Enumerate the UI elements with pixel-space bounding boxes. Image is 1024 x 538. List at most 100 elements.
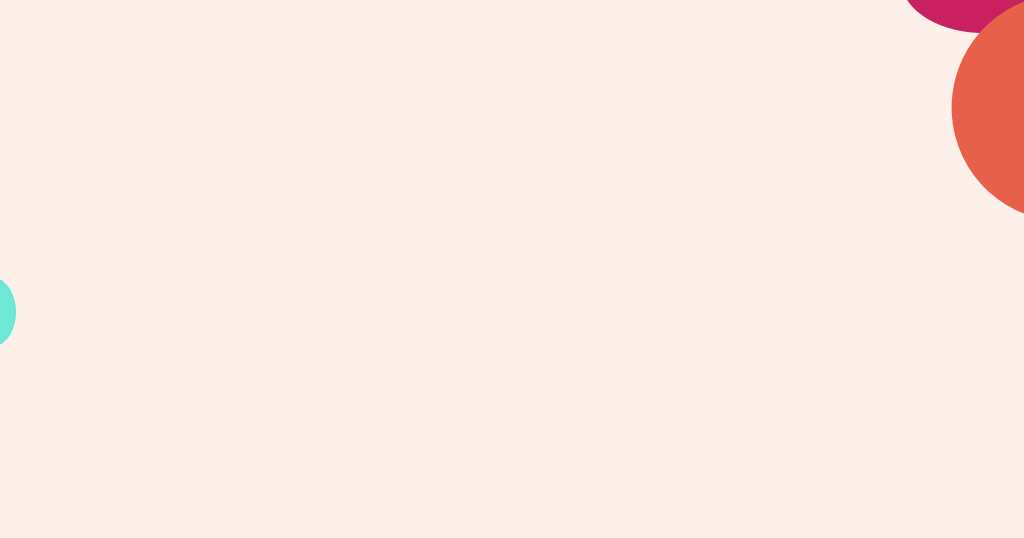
Bar bbox=[224, 200, 272, 237]
Bar bbox=[137, 218, 184, 222]
Bar bbox=[573, 278, 621, 284]
Bar bbox=[311, 200, 359, 209]
Ellipse shape bbox=[952, 0, 1024, 221]
Bar bbox=[485, 387, 534, 468]
Bar bbox=[573, 206, 621, 240]
Bar bbox=[311, 156, 359, 200]
Bar bbox=[311, 340, 359, 356]
Bar bbox=[311, 209, 359, 253]
Bar bbox=[311, 337, 359, 340]
Bar bbox=[655, 77, 680, 100]
Bar bbox=[224, 293, 272, 324]
Bar bbox=[573, 240, 621, 243]
Bar bbox=[398, 281, 446, 290]
Bar bbox=[137, 190, 184, 218]
Bar bbox=[398, 309, 446, 315]
Bar bbox=[224, 324, 272, 328]
Bar bbox=[573, 194, 621, 206]
Bar bbox=[224, 250, 272, 274]
Bar bbox=[137, 256, 184, 262]
Ellipse shape bbox=[0, 277, 15, 347]
Bar bbox=[573, 331, 621, 350]
Bar bbox=[485, 306, 534, 321]
Bar bbox=[573, 296, 621, 328]
Bar bbox=[398, 225, 446, 278]
Bar bbox=[655, 40, 680, 63]
Bar bbox=[224, 328, 272, 352]
Bar bbox=[573, 253, 621, 278]
Bar bbox=[224, 281, 272, 293]
Bar bbox=[224, 352, 272, 468]
Bar bbox=[655, 262, 680, 285]
Bar bbox=[311, 287, 359, 293]
Bar bbox=[573, 328, 621, 331]
Y-axis label: % of memberships terminated with in 90 days of
starting for each generation: % of memberships terminated with in 90 d… bbox=[44, 185, 67, 440]
Bar bbox=[485, 300, 534, 306]
Bar bbox=[398, 156, 446, 206]
Bar bbox=[311, 253, 359, 256]
Text: Source: Xplor Gym Membership Sales Research 2024: Source: Xplor Gym Membership Sales Resea… bbox=[716, 517, 993, 527]
Bar bbox=[655, 336, 680, 358]
Bar bbox=[398, 315, 446, 328]
Bar bbox=[655, 299, 680, 322]
Bar bbox=[655, 151, 680, 174]
Bar bbox=[137, 309, 184, 312]
Bar bbox=[311, 293, 359, 306]
Bar bbox=[137, 184, 184, 190]
Bar bbox=[485, 240, 534, 296]
Bar bbox=[655, 225, 680, 247]
Ellipse shape bbox=[901, 0, 1024, 32]
Text: COVID: COVID bbox=[693, 342, 729, 352]
Text: Cost / financial reasons: Cost / financial reasons bbox=[693, 305, 823, 315]
Bar bbox=[655, 409, 680, 433]
Bar bbox=[485, 365, 534, 368]
Bar bbox=[311, 265, 359, 287]
Bar bbox=[485, 368, 534, 387]
Text: Reason not shared: Reason not shared bbox=[693, 379, 798, 389]
Bar bbox=[485, 337, 534, 365]
Bar bbox=[137, 278, 184, 309]
Bar bbox=[485, 156, 534, 196]
Text: Cancelled during cooling off period: Cancelled during cooling off period bbox=[693, 231, 889, 241]
Text: Lack of use / time / interest: Lack of use / time / interest bbox=[693, 157, 847, 167]
Bar bbox=[485, 296, 534, 300]
FancyBboxPatch shape bbox=[0, 5, 1024, 533]
Bar bbox=[398, 356, 446, 359]
Bar bbox=[485, 196, 534, 240]
Bar bbox=[485, 324, 534, 337]
Bar bbox=[655, 114, 680, 137]
Bar bbox=[224, 156, 272, 187]
Bar bbox=[655, 373, 680, 395]
Bar bbox=[398, 206, 446, 225]
Text: Switched clubs / workout location: Switched clubs / workout location bbox=[693, 121, 881, 130]
Bar bbox=[485, 321, 534, 324]
Text: Cleanliness: Cleanliness bbox=[693, 83, 757, 94]
Text: WHY DO DIFFERENT GENERATIONS END UP WITH CANCELLATIONS
WITHIN 90 DAYS OF AN AGRE: WHY DO DIFFERENT GENERATIONS END UP WITH… bbox=[53, 65, 669, 108]
Bar bbox=[573, 284, 621, 296]
Bar bbox=[398, 374, 446, 468]
Bar bbox=[398, 328, 446, 356]
Bar bbox=[311, 356, 359, 468]
Bar bbox=[655, 447, 680, 470]
Bar bbox=[573, 156, 621, 194]
Text: Medical: Medical bbox=[693, 416, 736, 426]
Text: Relocating / location no longer suitable: Relocating / location no longer suitable bbox=[693, 268, 911, 278]
Bar bbox=[573, 350, 621, 468]
Bar bbox=[398, 359, 446, 374]
Bar bbox=[137, 262, 184, 278]
Bar bbox=[137, 312, 184, 331]
Bar bbox=[137, 222, 184, 228]
Text: Other reasons: Other reasons bbox=[693, 453, 772, 463]
Bar bbox=[137, 228, 184, 256]
Bar bbox=[398, 290, 446, 309]
Bar bbox=[573, 243, 621, 253]
Text: Not met expectations: Not met expectations bbox=[693, 194, 814, 204]
Bar bbox=[311, 306, 359, 337]
Bar bbox=[224, 187, 272, 200]
Bar bbox=[224, 237, 272, 240]
Bar bbox=[137, 331, 184, 468]
Bar bbox=[398, 278, 446, 281]
Bar bbox=[224, 274, 272, 281]
Bar bbox=[655, 188, 680, 211]
Text: Payment failed / cancelled with bank: Payment failed / cancelled with bank bbox=[693, 46, 900, 56]
